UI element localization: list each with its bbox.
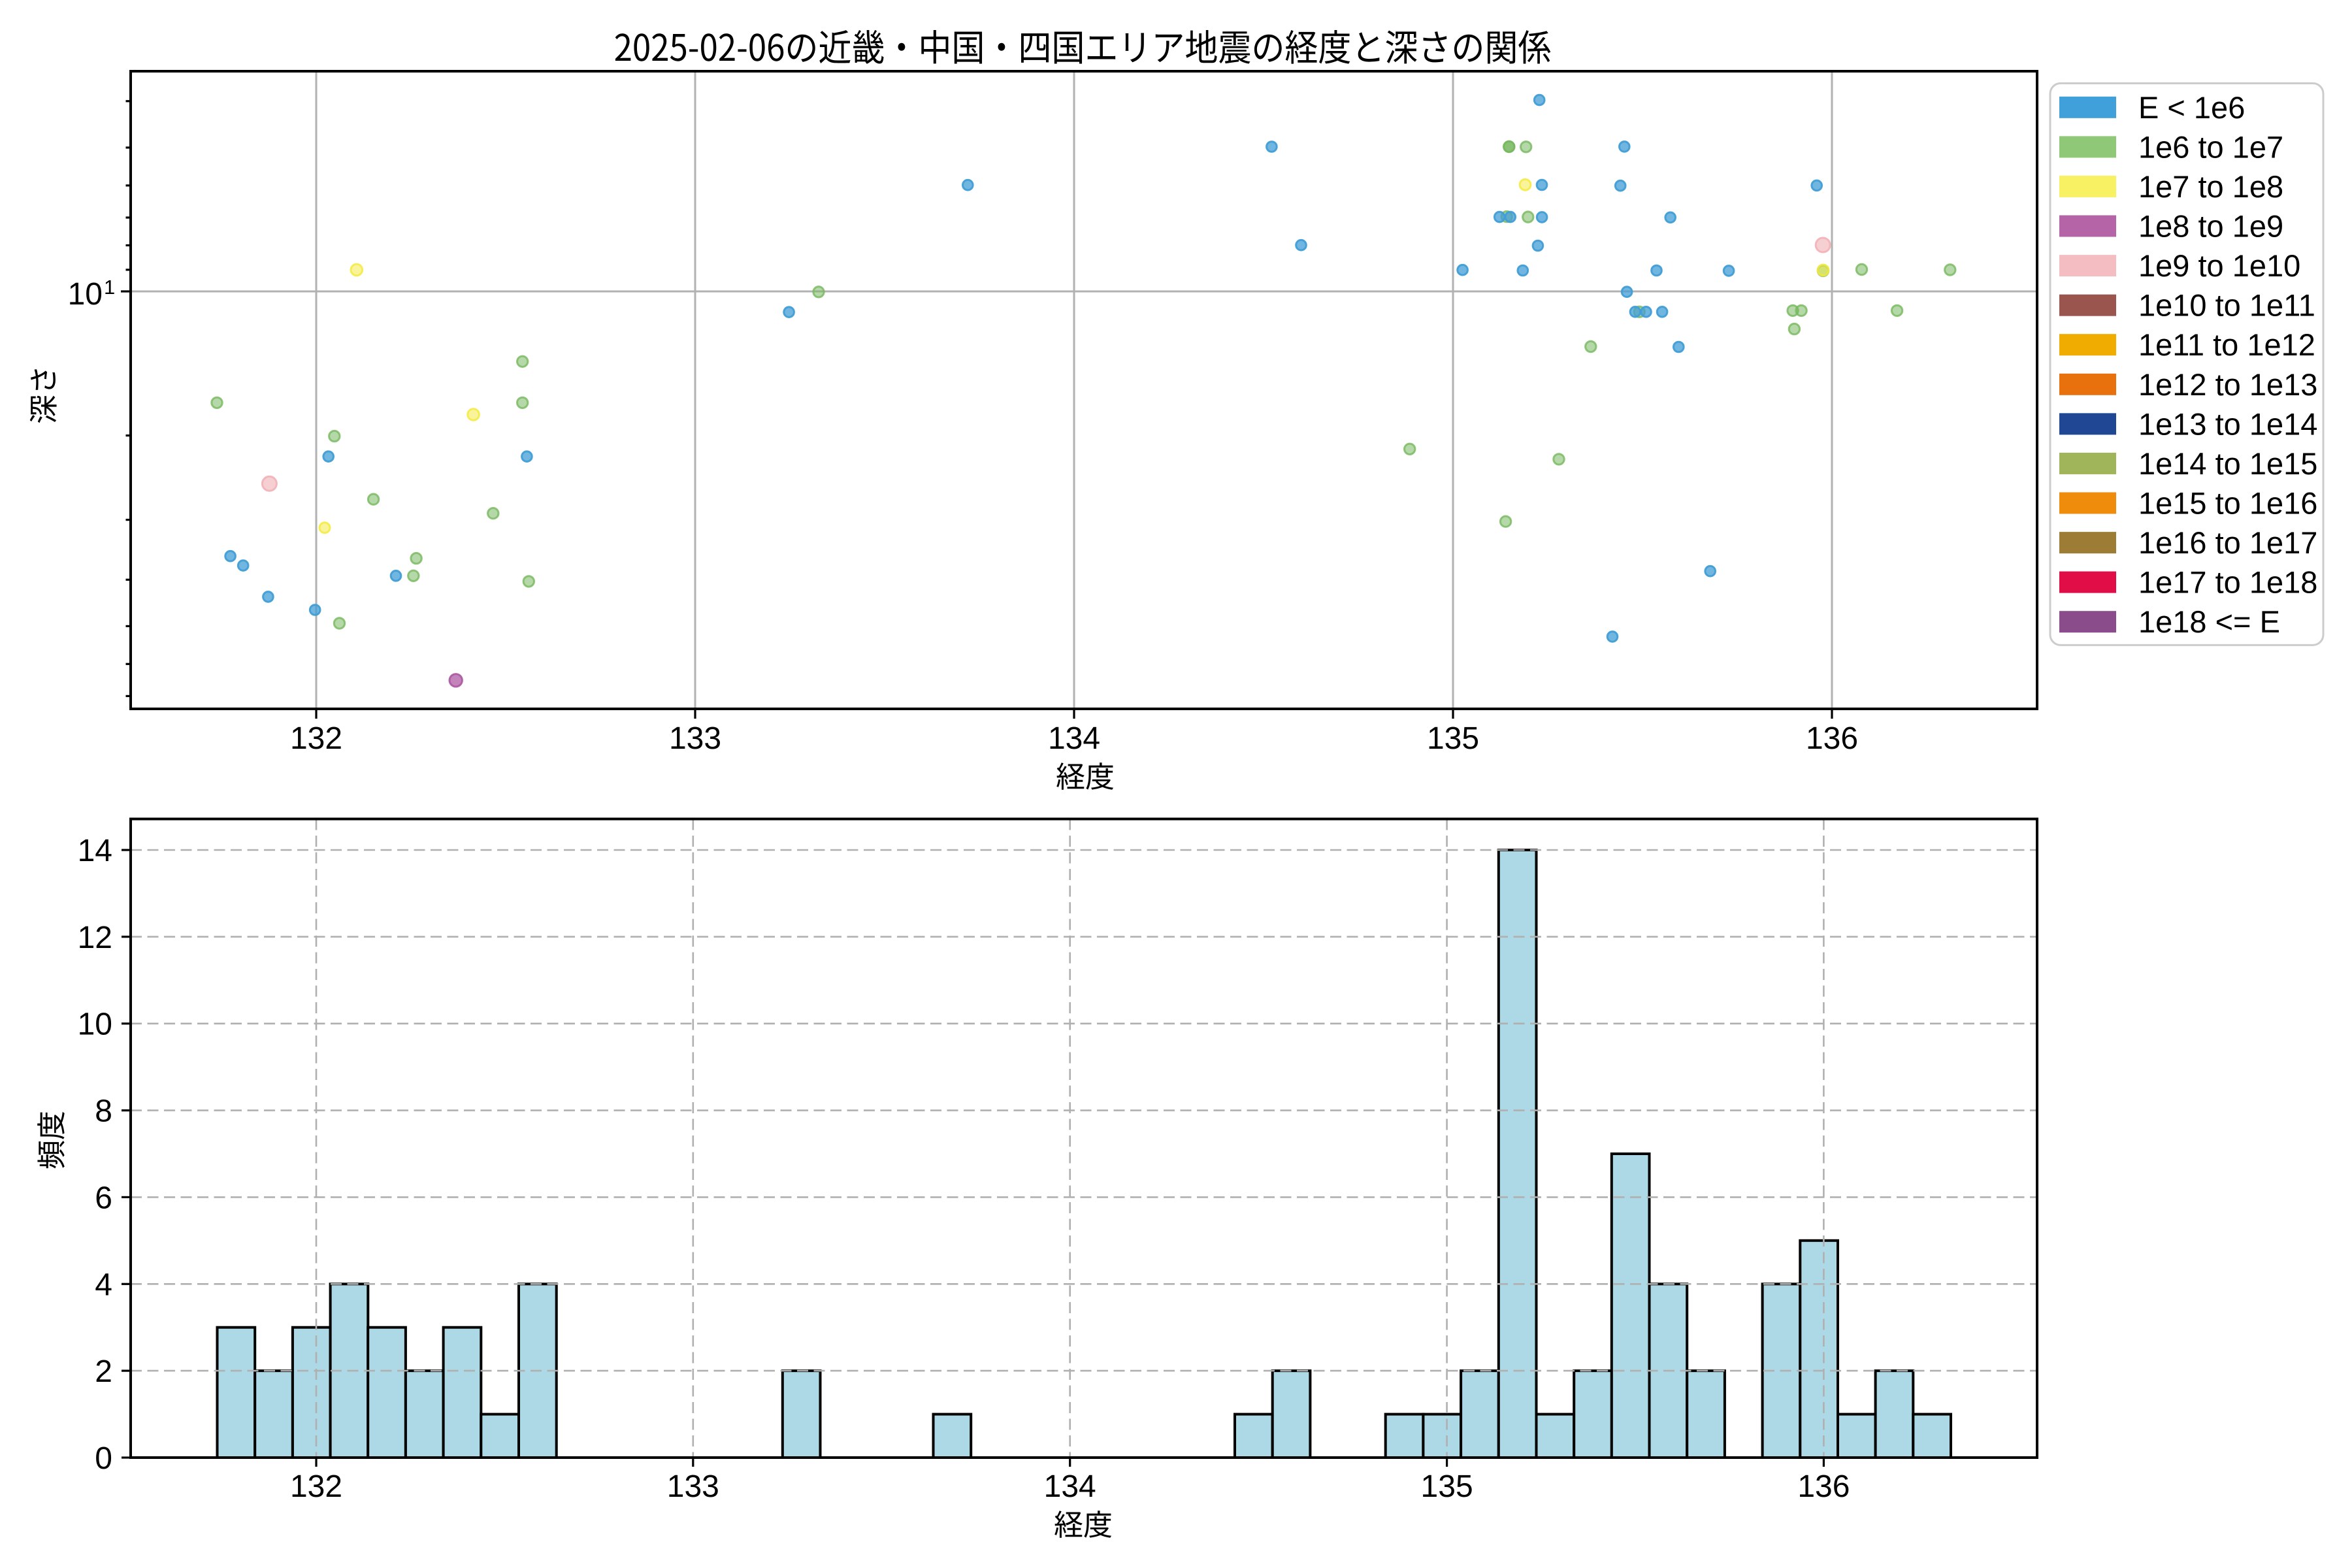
svg-text:1e6 to 1e7: 1e6 to 1e7 (2138, 129, 2283, 164)
svg-text:E < 1e6: E < 1e6 (2138, 90, 2245, 125)
svg-text:2: 2 (95, 1354, 112, 1389)
svg-text:1e11 to 1e12: 1e11 to 1e12 (2138, 327, 2315, 362)
svg-text:1e16 to 1e17: 1e16 to 1e17 (2138, 525, 2317, 560)
svg-text:133: 133 (669, 721, 721, 756)
svg-text:132: 132 (290, 721, 342, 756)
svg-text:4: 4 (95, 1267, 112, 1302)
svg-text:6: 6 (95, 1181, 112, 1215)
svg-text:136: 136 (1797, 1469, 1850, 1504)
svg-text:136: 136 (1806, 721, 1858, 756)
svg-text:135: 135 (1421, 1469, 1473, 1504)
svg-text:1e9 to 1e10: 1e9 to 1e10 (2138, 248, 2300, 283)
svg-text:10: 10 (68, 277, 103, 312)
svg-text:1e14 to 1e15: 1e14 to 1e15 (2138, 446, 2317, 481)
svg-text:12: 12 (78, 921, 112, 955)
svg-text:1e13 to 1e14: 1e13 to 1e14 (2138, 406, 2317, 441)
svg-text:133: 133 (667, 1469, 719, 1504)
svg-text:135: 135 (1427, 721, 1479, 756)
svg-text:1e18 <= E: 1e18 <= E (2138, 604, 2280, 639)
svg-text:134: 134 (1044, 1469, 1096, 1504)
svg-text:134: 134 (1048, 721, 1100, 756)
svg-text:1e17 to 1e18: 1e17 to 1e18 (2138, 565, 2317, 600)
svg-text:1e10 to 1e11: 1e10 to 1e11 (2138, 288, 2315, 323)
svg-text:10: 10 (78, 1007, 112, 1042)
svg-text:1e8 to 1e9: 1e8 to 1e9 (2138, 209, 2283, 244)
svg-text:14: 14 (78, 834, 112, 868)
svg-text:1: 1 (104, 276, 115, 299)
svg-text:1e12 to 1e13: 1e12 to 1e13 (2138, 367, 2317, 402)
svg-text:1e15 to 1e16: 1e15 to 1e16 (2138, 486, 2317, 521)
svg-text:0: 0 (95, 1441, 112, 1476)
svg-text:132: 132 (290, 1469, 342, 1504)
svg-text:8: 8 (95, 1094, 112, 1129)
svg-text:1e7 to 1e8: 1e7 to 1e8 (2138, 169, 2283, 204)
